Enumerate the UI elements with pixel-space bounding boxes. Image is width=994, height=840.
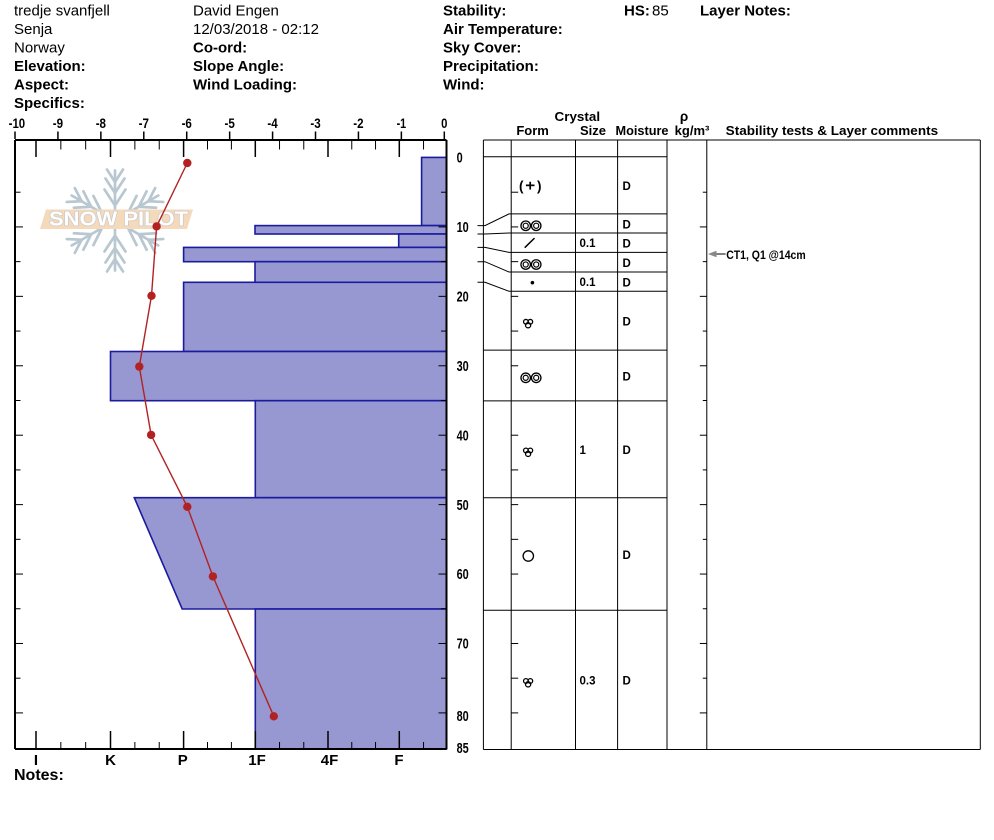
svg-text:-5: -5 — [225, 115, 235, 131]
svg-text:D: D — [623, 239, 631, 251]
svg-text:Aspect:: Aspect: — [14, 76, 69, 93]
svg-text:tredje svanfjell: tredje svanfjell — [14, 3, 110, 20]
svg-text:D: D — [623, 258, 631, 270]
svg-text:D: D — [623, 219, 631, 231]
svg-text:-4: -4 — [267, 115, 277, 131]
svg-text:70: 70 — [457, 635, 469, 652]
svg-text:80: 80 — [457, 708, 469, 725]
svg-text:Stability tests & Layer commen: Stability tests & Layer comments — [726, 123, 938, 138]
svg-text:(: ( — [519, 178, 524, 193]
svg-text:30: 30 — [457, 357, 469, 374]
svg-text:Precipitation:: Precipitation: — [443, 58, 539, 75]
svg-text:K: K — [105, 752, 116, 769]
svg-text:Air Temperature:: Air Temperature: — [443, 21, 563, 38]
svg-text:Wind:: Wind: — [443, 76, 485, 93]
svg-text:-8: -8 — [96, 115, 106, 131]
svg-text:0: 0 — [457, 149, 463, 166]
svg-text:40: 40 — [457, 427, 469, 444]
svg-text:I: I — [34, 752, 38, 769]
svg-text:85: 85 — [457, 739, 469, 756]
svg-text:20: 20 — [457, 288, 469, 305]
svg-text:David Engen: David Engen — [193, 3, 279, 20]
svg-text:Senja: Senja — [14, 21, 53, 38]
svg-text:60: 60 — [457, 566, 469, 583]
svg-text:Wind Loading:: Wind Loading: — [193, 76, 297, 93]
svg-text:D: D — [623, 371, 631, 383]
svg-text:1: 1 — [580, 445, 587, 457]
svg-text:-10: -10 — [9, 115, 26, 131]
svg-text:Specifics:: Specifics: — [14, 95, 85, 112]
svg-text:SNOW PILOT: SNOW PILOT — [49, 209, 188, 231]
svg-text:CT1, Q1 @14cm: CT1, Q1 @14cm — [726, 248, 806, 262]
svg-text:1F: 1F — [248, 752, 266, 769]
svg-text:D: D — [623, 550, 631, 562]
svg-text:F: F — [394, 752, 403, 769]
svg-text:Co-ord:: Co-ord: — [193, 39, 247, 56]
svg-text:Elevation:: Elevation: — [14, 58, 86, 75]
svg-text:0.1: 0.1 — [580, 238, 597, 250]
svg-text:4F: 4F — [321, 752, 339, 769]
svg-text:Slope Angle:: Slope Angle: — [193, 58, 284, 75]
svg-text:Moisture: Moisture — [616, 123, 669, 138]
svg-text:D: D — [623, 277, 631, 289]
svg-text:D: D — [623, 445, 631, 457]
svg-text:50: 50 — [457, 496, 469, 513]
svg-text:ρ: ρ — [680, 109, 688, 124]
svg-text:): ) — [537, 178, 542, 193]
svg-text:0.3: 0.3 — [580, 675, 596, 687]
svg-text:12/03/2018 - 02:12: 12/03/2018 - 02:12 — [193, 21, 319, 38]
svg-text:-2: -2 — [353, 115, 363, 131]
svg-text:D: D — [623, 317, 631, 329]
svg-text:Form: Form — [516, 123, 549, 138]
svg-text:-3: -3 — [310, 115, 320, 131]
svg-text:0.1: 0.1 — [580, 277, 597, 289]
svg-text:Notes:: Notes: — [14, 767, 64, 784]
svg-text:10: 10 — [457, 219, 469, 236]
svg-text:Crystal: Crystal — [555, 109, 601, 124]
svg-text:P: P — [178, 752, 188, 769]
svg-text:Norway: Norway — [14, 39, 65, 56]
svg-text:Layer Notes:: Layer Notes: — [700, 3, 791, 20]
svg-text:Sky Cover:: Sky Cover: — [443, 39, 521, 56]
svg-text:-9: -9 — [53, 115, 63, 131]
svg-text:D: D — [623, 676, 631, 688]
svg-text:-6: -6 — [182, 115, 192, 131]
svg-text:D: D — [623, 181, 631, 193]
svg-text:-1: -1 — [397, 115, 407, 131]
svg-text:Size: Size — [580, 123, 606, 138]
svg-text:0: 0 — [441, 115, 447, 131]
svg-text:kg/m³: kg/m³ — [675, 123, 710, 138]
svg-text:HS:: HS: — [624, 3, 650, 20]
svg-text:85: 85 — [652, 3, 669, 20]
svg-text:Stability:: Stability: — [443, 3, 506, 20]
svg-text:-7: -7 — [139, 115, 149, 131]
